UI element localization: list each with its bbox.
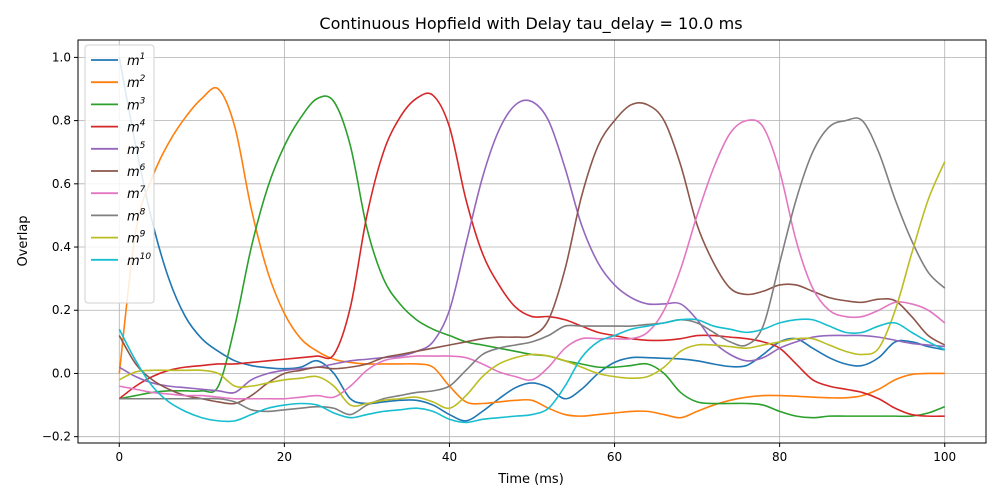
grid	[78, 40, 986, 443]
series-line-m10	[118, 318, 946, 424]
y-tick-label: 1.0	[52, 50, 71, 64]
x-tick-label: 0	[115, 450, 123, 464]
y-axis-label: Overlap	[16, 215, 31, 266]
y-tick-label: −0.2	[42, 430, 71, 444]
series-line-m1	[118, 57, 945, 422]
x-tick-label: 60	[607, 450, 622, 464]
y-tick-label: 0.6	[52, 177, 71, 191]
y-tick-label: 0.0	[52, 366, 71, 380]
plot-area	[118, 57, 946, 424]
y-tick-label: 0.2	[52, 303, 71, 317]
y-tick-label: 0.4	[52, 240, 71, 254]
series-line-m8	[119, 117, 946, 416]
chart-title: Continuous Hopfield with Delay tau_delay…	[319, 14, 742, 34]
plot-frame	[77, 39, 987, 444]
series-lines	[118, 57, 946, 424]
x-tick-label: 40	[442, 450, 457, 464]
y-tick-label: 0.8	[52, 114, 71, 128]
series-line-m4	[118, 92, 945, 418]
x-tick-label: 100	[933, 450, 956, 464]
series-line-m6	[118, 102, 946, 405]
series-line-m9	[118, 161, 946, 410]
x-tick-label: 20	[277, 450, 292, 464]
series-line-m2	[118, 87, 945, 419]
x-tick-label: 80	[772, 450, 787, 464]
axis-ticks: 0 20 40 60 80 100 −0.2 0.0 0.2 0.4 0.6 0.8 1.0	[42, 50, 956, 464]
series-line-m7	[119, 119, 946, 400]
x-axis-label: Time (ms)	[497, 472, 564, 487]
